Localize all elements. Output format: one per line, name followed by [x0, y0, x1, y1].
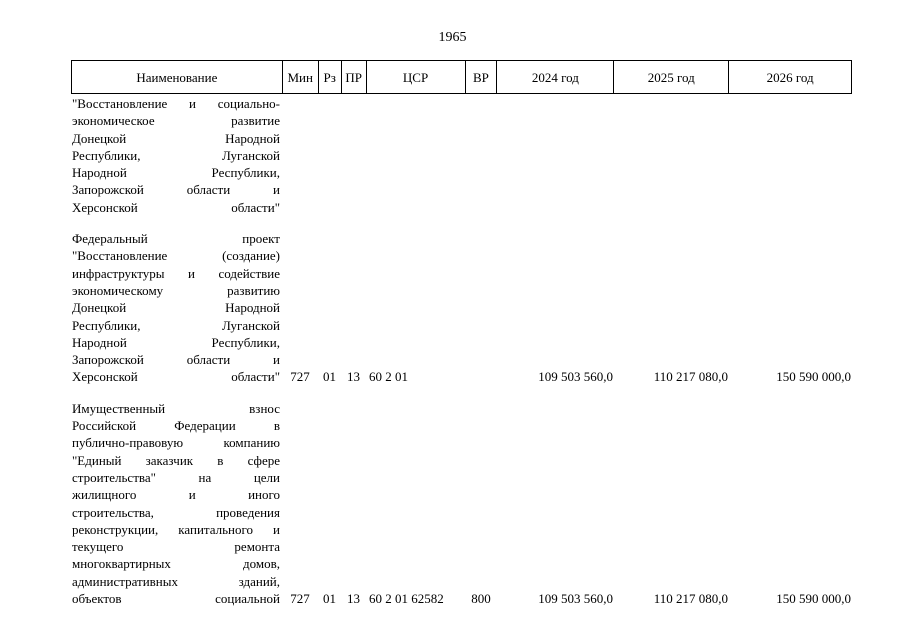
name-line: экономическое развитие — [72, 113, 280, 129]
cell-min: 727 — [290, 369, 310, 385]
name-line: Херсонской области" — [72, 369, 280, 385]
cell-vr: 800 — [471, 591, 491, 607]
header-pr: ПР — [342, 61, 367, 93]
page-number: 1965 — [438, 30, 467, 45]
budget-table: Наименование Мин Рз ПР ЦСР ВР 2024 год 2… — [71, 60, 852, 607]
name-line: Республики, Луганской — [72, 147, 280, 163]
name-line: Донецкой Народной — [72, 300, 280, 316]
name-line: Федеральный проект — [72, 231, 280, 247]
cell-rz: 01 — [323, 369, 336, 385]
name-line: жилищного и иного — [72, 487, 280, 503]
cell-pr: 13 — [347, 591, 360, 607]
name-line: публично-правовую компанию — [72, 435, 280, 451]
header-min: Мин — [283, 61, 319, 93]
name-line: "Единый заказчик в сфере — [72, 452, 280, 468]
name-line: объектов социальной — [72, 591, 280, 607]
name-line: строительства" на цели — [72, 469, 280, 485]
header-vr: ВР — [466, 61, 498, 93]
header-name: Наименование — [72, 61, 283, 93]
cell-2025: 110 217 080,0 — [653, 369, 728, 385]
name-line: экономическому развитию — [72, 282, 280, 298]
name-line: реконструкции, капитального и — [72, 521, 280, 537]
table-header: Наименование Мин Рз ПР ЦСР ВР 2024 год 2… — [71, 60, 852, 94]
name-line: "Восстановление (создание) — [72, 248, 280, 264]
name-line: многоквартирных домов, — [72, 556, 280, 572]
name-line: Херсонской области" — [72, 199, 280, 215]
name-line: Имущественный взнос — [72, 400, 280, 416]
cell-2024: 109 503 560,0 — [538, 591, 613, 607]
table-row: Федеральный проект "Восстановление (созда… — [71, 230, 852, 386]
name-line: Запорожской области и — [72, 352, 280, 368]
cell-2026: 150 590 000,0 — [776, 369, 851, 385]
cell-2025: 110 217 080,0 — [653, 591, 728, 607]
cell-name: "Восстановление и социально-экономическо… — [71, 95, 282, 216]
cell-name: Федеральный проект "Восстановление (созда… — [71, 230, 282, 386]
name-line: Донецкой Народной — [72, 130, 280, 146]
name-line: инфраструктуры и содействие — [72, 265, 280, 281]
cell-csr: 60 2 01 — [369, 369, 408, 385]
cell-pr: 13 — [347, 369, 360, 385]
name-line: строительства, проведения — [72, 504, 280, 520]
header-2025: 2025 год — [614, 61, 730, 93]
table-row: "Восстановление и социально-экономическо… — [71, 95, 852, 216]
header-csr: ЦСР — [367, 61, 466, 93]
cell-csr: 60 2 01 62582 — [369, 591, 444, 607]
name-line: административных зданий, — [72, 573, 280, 589]
name-line: Запорожской области и — [72, 182, 280, 198]
cell-name: Имущественный взнос Российской Федерации … — [71, 400, 282, 608]
name-line: текущего ремонта — [72, 539, 280, 555]
cell-min: 727 — [290, 591, 310, 607]
cell-2026: 150 590 000,0 — [776, 591, 851, 607]
table-body: "Восстановление и социально-экономическо… — [71, 95, 852, 607]
header-rz: Рз — [319, 61, 342, 93]
header-2026: 2026 год — [729, 61, 852, 93]
name-line: Народной Республики, — [72, 334, 280, 350]
name-line: Российской Федерации в — [72, 418, 280, 434]
name-line: "Восстановление и социально- — [72, 96, 280, 111]
header-2024: 2024 год — [497, 61, 615, 93]
cell-rz: 01 — [323, 591, 336, 607]
cell-2024: 109 503 560,0 — [538, 369, 613, 385]
name-line: Народной Республики, — [72, 165, 280, 181]
name-line: Республики, Луганской — [72, 317, 280, 333]
table-row: Имущественный взнос Российской Федерации … — [71, 400, 852, 608]
